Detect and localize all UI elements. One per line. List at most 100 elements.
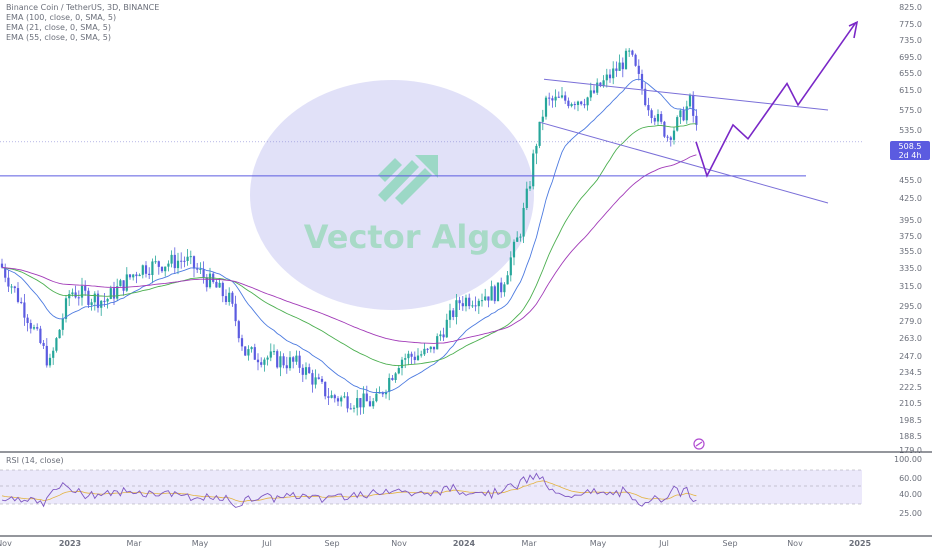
channel-upper-line [543, 78, 829, 111]
rsi-tick-label: 40.00 [899, 490, 922, 499]
time-tick-label: Jul [261, 539, 272, 548]
candle-body [375, 393, 378, 402]
price-axis[interactable]: 825.0 775.0 735.0 695.0 655.0 615.0 575.0 535.0… [899, 3, 922, 455]
candle-body [4, 267, 7, 278]
price-tick-label: 825.0 [899, 3, 922, 12]
candle-body [39, 328, 42, 343]
candle-body [637, 65, 640, 74]
candle-body [58, 329, 61, 339]
candle-body [29, 323, 32, 329]
candle-body [324, 381, 327, 397]
candle-body [669, 137, 672, 140]
candle-body [199, 269, 202, 271]
candle-body [80, 285, 84, 298]
price-tick-label: 775.0 [899, 20, 922, 29]
alert-clock-icon[interactable] [693, 438, 705, 450]
watermark-text: Vector Algo [304, 218, 513, 256]
candle-body [663, 121, 666, 137]
candle-body [672, 130, 676, 140]
candle-body [148, 273, 151, 275]
candle-body [516, 237, 519, 242]
candle-body [368, 401, 372, 407]
candle-body [13, 286, 16, 289]
candle-body [228, 292, 231, 303]
price-tick-label: 355.0 [899, 247, 922, 256]
current-price-tag: 508.5 2d 4h [890, 141, 930, 160]
candle-body [410, 353, 413, 357]
time-tick-label: Mar [521, 539, 537, 548]
time-tick-label: 2025 [849, 539, 872, 548]
candle-body [320, 378, 324, 382]
time-tick-label: Mar [126, 539, 142, 548]
candle-body [605, 74, 608, 81]
candle-body [189, 256, 192, 258]
candle-body [247, 349, 250, 356]
candle-body [42, 342, 45, 346]
price-tick-label: 210.5 [899, 399, 922, 408]
candle-body [442, 334, 445, 338]
candle-body [221, 282, 224, 297]
candle-body [436, 336, 439, 350]
candle-body [180, 260, 183, 262]
candle-body [445, 319, 448, 338]
candle-body [260, 362, 263, 365]
candle-body [423, 348, 426, 355]
candle-body [522, 207, 525, 237]
candle-body [448, 310, 452, 320]
candle-body [288, 357, 292, 369]
candle-body [16, 288, 20, 302]
candle-body [487, 296, 490, 301]
time-axis[interactable]: Nov 2023 Mar May Jul Sep Nov 2024 Mar May Jul Sep No… [0, 539, 872, 548]
candle-body [231, 292, 234, 304]
candle-body [170, 254, 173, 264]
candle-body [420, 354, 423, 356]
candle-body [266, 357, 269, 360]
drawing-layer[interactable] [0, 20, 862, 204]
candle-body [615, 68, 618, 71]
candle-body [208, 273, 212, 288]
candle-body [464, 297, 468, 307]
candle-body [336, 398, 340, 402]
candle-body [688, 94, 692, 107]
candle-body [391, 377, 394, 380]
candle-body [151, 261, 154, 275]
candle-body [26, 317, 29, 324]
candle-body [192, 256, 196, 269]
candle-body [144, 265, 148, 274]
time-tick-label: Sep [324, 539, 339, 548]
price-tick-label: 263.0 [899, 334, 922, 343]
candle-body [592, 90, 596, 93]
candle-body [64, 298, 68, 319]
candle-body [471, 305, 474, 307]
candle-body [317, 377, 320, 379]
candle-body [608, 74, 612, 79]
candle-body [100, 300, 103, 308]
price-tick-label: 188.5 [899, 432, 922, 441]
candle-body [634, 54, 637, 66]
candle-body [183, 260, 186, 262]
current-price-countdown: 2d 4h [898, 151, 922, 160]
candle-body [173, 254, 176, 269]
candle-body [157, 261, 160, 267]
candle-body [528, 186, 532, 189]
candle-body [692, 94, 695, 116]
price-tick-label: 295.0 [899, 302, 922, 311]
candle-body [666, 136, 669, 138]
candle-body [560, 95, 564, 98]
candle-body [432, 346, 436, 350]
candle-body [61, 318, 64, 330]
candle-body [333, 395, 336, 399]
rsi-line [1, 472, 697, 508]
candle-body [215, 281, 218, 288]
candle-body [439, 334, 442, 337]
candle-body [461, 303, 464, 307]
time-tick-label: May [192, 539, 209, 548]
time-tick-label: 2024 [453, 539, 476, 548]
candle-body [240, 338, 244, 347]
candle-body [468, 297, 471, 307]
indicator-ema21: EMA (21, close, 0, SMA, 5) [6, 23, 111, 32]
rsi-title: RSI (14, close) [6, 456, 64, 465]
candle-body [496, 282, 500, 302]
candle-body [682, 110, 685, 121]
